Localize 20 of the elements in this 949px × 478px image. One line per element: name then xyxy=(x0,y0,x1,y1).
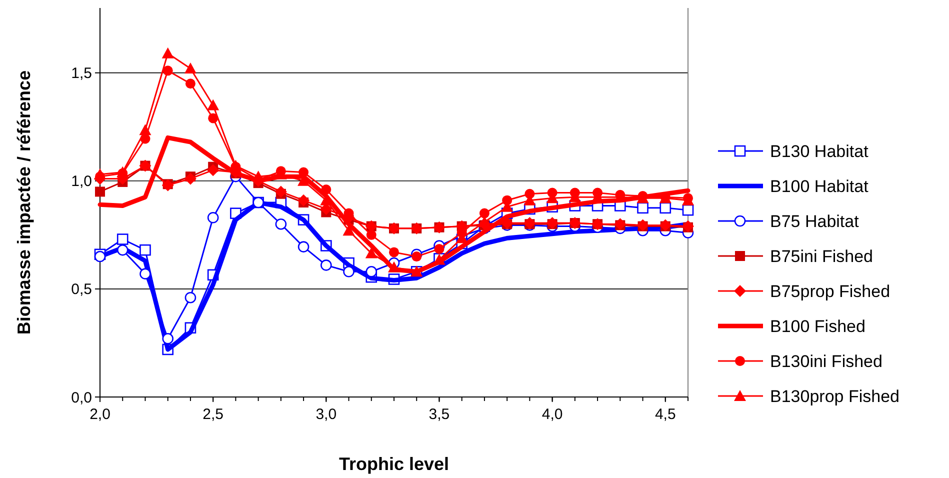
legend-label: B130ini Fished xyxy=(770,352,882,371)
legend-label: B75prop Fished xyxy=(770,282,890,301)
x-tick-label: 4,5 xyxy=(654,406,676,423)
legend-label: B130 Habitat xyxy=(770,142,869,161)
y-tick-label: 1,5 xyxy=(71,65,92,82)
y-tick-label: 0,0 xyxy=(71,389,92,406)
legend-label: B100 Habitat xyxy=(770,176,869,196)
x-axis-title: Trophic level xyxy=(338,454,450,474)
y-axis-title: Biomasse impactée / référence xyxy=(14,70,34,335)
x-tick-label: 2,5 xyxy=(202,406,224,423)
legend-label: B75 Habitat xyxy=(770,212,860,231)
legend-label: B130prop Fished xyxy=(770,386,900,406)
y-tick-label: 0,5 xyxy=(71,281,92,298)
x-tick-label: 3,5 xyxy=(428,406,450,423)
x-tick-label: 4,0 xyxy=(542,406,563,423)
x-tick-label: 2,0 xyxy=(90,406,110,423)
legend-label: B75ini Fished xyxy=(770,246,874,266)
y-tick-label: 1,0 xyxy=(71,173,92,190)
x-tick-label: 3,0 xyxy=(316,406,337,423)
legend-label: B100 Fished xyxy=(770,316,866,336)
